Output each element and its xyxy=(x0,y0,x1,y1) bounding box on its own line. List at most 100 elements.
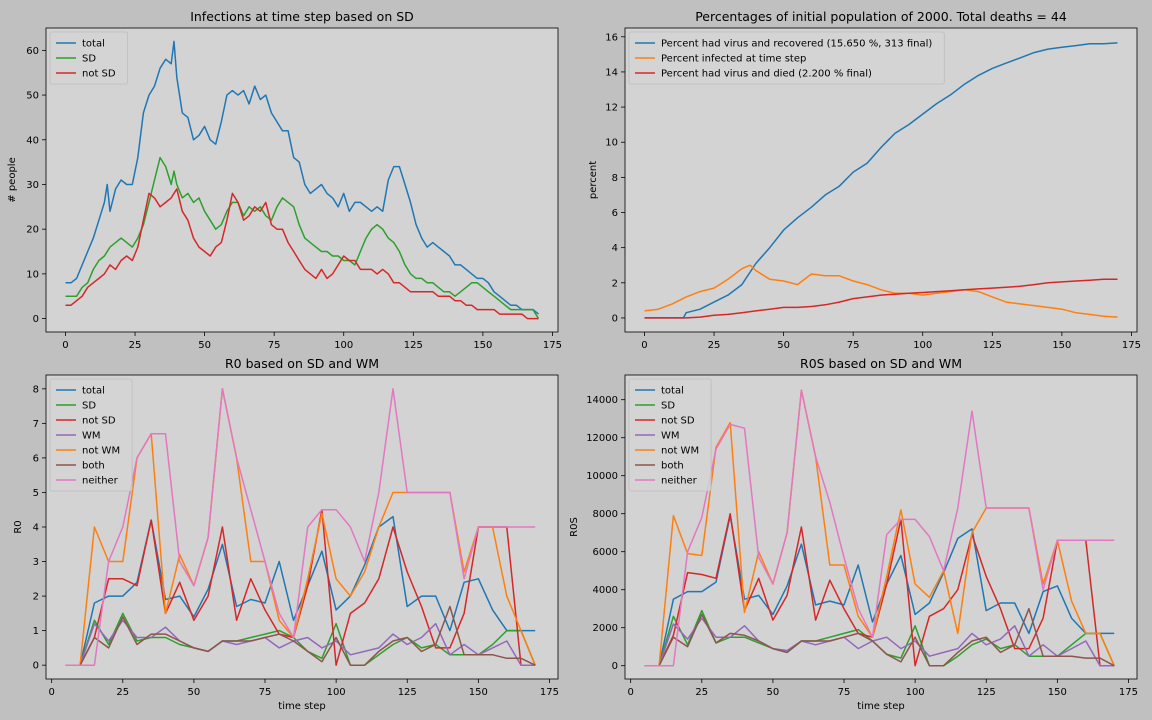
y-tick-label: 6 xyxy=(612,208,618,219)
x-tick-label: 150 xyxy=(473,340,492,351)
legend-label: SD xyxy=(661,401,675,412)
series-line-neither xyxy=(65,388,536,666)
x-tick-label: 25 xyxy=(129,340,142,351)
axes-frame xyxy=(45,27,559,333)
series-line-both xyxy=(644,607,1115,667)
y-axis-label: R0 xyxy=(13,520,24,533)
y-tick-label: 14000 xyxy=(586,395,618,406)
y-tick-label: 30 xyxy=(26,180,39,191)
x-tick-label: 50 xyxy=(777,340,790,351)
y-axis-label: R0S xyxy=(569,517,580,537)
legend-label: neither xyxy=(661,476,698,487)
y-tick-label: 0 xyxy=(612,313,618,324)
series-line-wm xyxy=(644,617,1115,667)
legend-box xyxy=(628,378,712,492)
legend: Percent had virus and recovered (15.650 … xyxy=(628,31,945,85)
x-tick-label: 150 xyxy=(1048,687,1067,698)
chart-title: Infections at time step based on SD xyxy=(190,9,414,24)
y-tick-label: 10 xyxy=(26,269,39,280)
series-line-wm xyxy=(65,619,536,666)
series-line-percent-infected-at-time-step xyxy=(644,264,1118,318)
legend-label: WM xyxy=(661,431,680,442)
x-tick-label: 75 xyxy=(838,687,851,698)
series-line-neither xyxy=(644,389,1115,667)
x-axis-label: time step xyxy=(278,701,325,712)
legend-label: not WM xyxy=(661,446,699,457)
y-tick-label: 60 xyxy=(26,46,39,57)
x-tick-label: 175 xyxy=(1122,340,1141,351)
x-tick-label: 100 xyxy=(334,340,353,351)
legend-label: Percent infected at time step xyxy=(661,54,806,65)
y-tick-label: 6 xyxy=(33,453,39,464)
y-tick-label: 12 xyxy=(605,103,618,114)
chart-title: Percentages of initial population of 200… xyxy=(695,9,1067,24)
y-tick-label: 20 xyxy=(26,225,39,236)
y-tick-label: 4000 xyxy=(593,585,618,596)
x-tick-label: 100 xyxy=(327,687,346,698)
legend-label: Percent had virus and recovered (15.650 … xyxy=(661,39,932,50)
x-tick-label: 25 xyxy=(116,687,129,698)
x-tick-label: 0 xyxy=(49,687,55,698)
y-tick-label: 2 xyxy=(612,278,618,289)
x-tick-label: 175 xyxy=(543,340,562,351)
chart-title: R0S based on SD and WM xyxy=(800,356,962,371)
x-tick-label: 150 xyxy=(469,687,488,698)
x-tick-label: 0 xyxy=(62,340,68,351)
x-tick-label: 50 xyxy=(198,340,211,351)
chart-title: R0 based on SD and WM xyxy=(225,356,379,371)
series-line-both xyxy=(65,605,536,666)
chart-4: R0S based on SD and WM 0 25 50 75 100 125 150 17… xyxy=(569,356,1138,712)
y-tick-label: 16 xyxy=(605,32,618,43)
y-tick-label: 2000 xyxy=(593,623,618,634)
legend-box xyxy=(49,378,133,492)
chart-3: R0 based on SD and WM0 25 50 75 100 125 150 175… xyxy=(13,356,559,712)
y-tick-label: 3 xyxy=(33,557,39,568)
y-tick-label: 4 xyxy=(33,523,39,534)
legend: total SD not SD xyxy=(49,31,129,85)
chart-2: Percentages of initial population of 200… xyxy=(588,9,1141,351)
y-tick-label: 8 xyxy=(612,173,618,184)
series-line-percent-had-virus-and-died xyxy=(644,278,1118,319)
y-tick-label: 10000 xyxy=(586,471,618,482)
y-tick-label: 5 xyxy=(33,488,39,499)
x-tick-label: 75 xyxy=(268,340,281,351)
y-tick-label: 7 xyxy=(33,419,39,430)
y-tick-label: 8 xyxy=(33,384,39,395)
legend-label: WM xyxy=(82,431,101,442)
legend-label: both xyxy=(661,461,684,472)
series-line-total xyxy=(65,40,539,315)
y-tick-label: 2 xyxy=(33,592,39,603)
legend: total SD not SD WM not WM both neither xyxy=(628,378,712,492)
legend: total SD not SD WM not WM both neither xyxy=(49,378,133,492)
x-tick-label: 125 xyxy=(398,687,417,698)
legend-label: both xyxy=(82,461,105,472)
x-tick-label: 125 xyxy=(404,340,423,351)
plot-area xyxy=(46,28,558,332)
series-line-percent-had-virus-and-recovered xyxy=(644,42,1118,319)
legend-label: not SD xyxy=(661,416,695,427)
y-tick-label: 0 xyxy=(33,314,39,325)
legend-label: SD xyxy=(82,401,96,412)
x-tick-label: 25 xyxy=(708,340,721,351)
legend-box xyxy=(628,31,945,85)
legend-label: total xyxy=(661,386,684,397)
y-tick-label: 0 xyxy=(612,661,618,672)
y-tick-label: 12000 xyxy=(586,433,618,444)
legend-label: total xyxy=(82,386,105,397)
legend-label: not SD xyxy=(82,69,116,80)
x-tick-label: 125 xyxy=(983,340,1002,351)
y-tick-label: 1 xyxy=(33,626,39,637)
axes-frame xyxy=(45,374,559,680)
legend-box xyxy=(49,31,129,85)
y-tick-label: 40 xyxy=(26,135,39,146)
legend-label: neither xyxy=(82,476,119,487)
legend-label: total xyxy=(82,39,105,50)
legend-label: SD xyxy=(82,54,96,65)
y-axis-label: percent xyxy=(588,161,599,199)
x-tick-label: 100 xyxy=(913,340,932,351)
y-tick-label: 10 xyxy=(605,138,618,149)
x-tick-label: 50 xyxy=(767,687,780,698)
x-tick-label: 150 xyxy=(1052,340,1071,351)
x-tick-label: 75 xyxy=(259,687,272,698)
